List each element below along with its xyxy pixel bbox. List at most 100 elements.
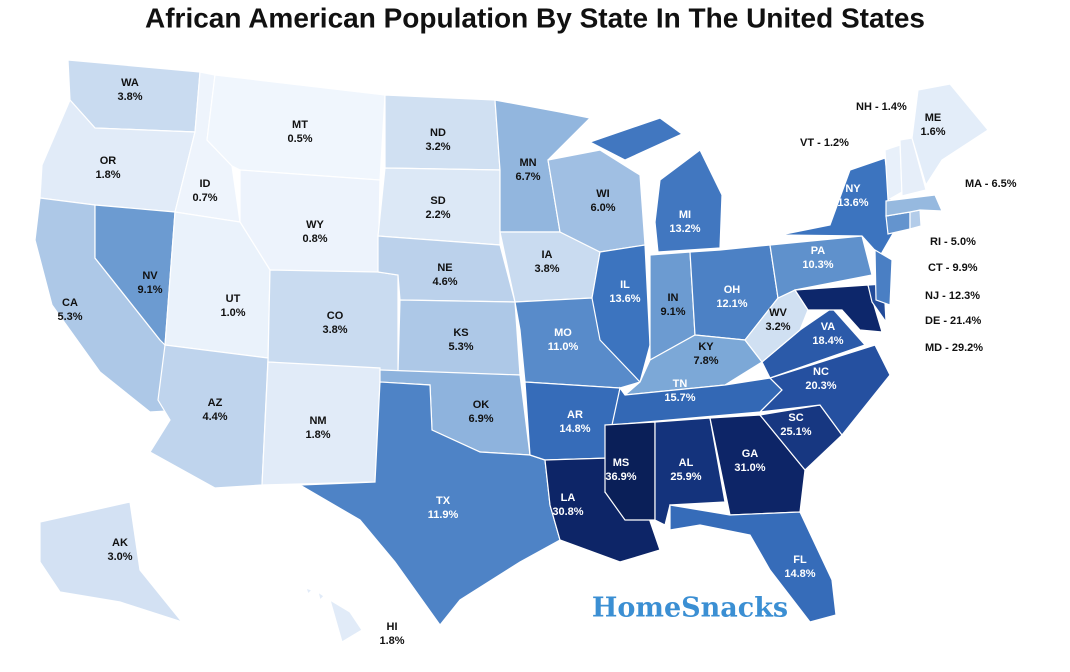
state-value-label: 2.2% (425, 209, 450, 221)
state-abbr: AR (567, 409, 583, 421)
state-shape (267, 269, 399, 373)
state-value-label: 10.3% (802, 259, 833, 271)
state-abbr: SC (788, 412, 803, 424)
state-value-label: 25.1% (780, 426, 811, 438)
state-callout-label: NH - 1.4% (856, 101, 907, 113)
callout-line (884, 320, 922, 342)
state-shape (758, 344, 891, 436)
state-callout-label: DE - 21.4% (925, 315, 981, 327)
state-abbr: NY (845, 183, 861, 195)
state-value-label: 1.6% (920, 126, 945, 138)
state-abbr: MI (679, 209, 691, 221)
state-value-label: 30.8% (552, 506, 583, 518)
state-abbr: ID (200, 178, 211, 190)
state-shape (909, 209, 922, 230)
state-shape (588, 117, 723, 253)
state-callout-label: MA - 6.5% (965, 178, 1017, 190)
state-abbr: WA (121, 77, 139, 89)
state-value-label: 3.2% (425, 141, 450, 153)
state-shape (669, 504, 837, 623)
state-abbr: GA (742, 448, 759, 460)
state-callout-label: RI - 5.0% (930, 236, 976, 248)
state-abbr: MT (292, 119, 308, 131)
state-value-label: 11.0% (548, 341, 579, 353)
state-abbr: UT (226, 293, 241, 305)
state-value-label: 20.3% (805, 380, 836, 392)
state-value-label: 1.8% (379, 635, 404, 647)
state-abbr: FL (793, 554, 807, 566)
state-abbr: IA (542, 249, 553, 261)
state-abbr: NM (309, 415, 326, 427)
state-value-label: 3.8% (322, 324, 347, 336)
callout-line (886, 305, 922, 320)
state-callout-label: NJ - 12.3% (925, 290, 980, 302)
state-value-label: 36.9% (605, 471, 636, 483)
state-abbr: WV (769, 307, 787, 319)
map-title: African American Population By State In … (145, 2, 925, 33)
state-shape (911, 83, 989, 187)
state-value-label: 6.9% (468, 413, 493, 425)
state-value-label: 7.8% (693, 355, 718, 367)
state-abbr: KS (453, 327, 468, 339)
state-value-label: 14.8% (784, 568, 815, 580)
state-value-label: 4.6% (432, 276, 457, 288)
state-abbr: KY (698, 341, 714, 353)
state-shape (709, 414, 806, 516)
state-value-label: 18.4% (812, 335, 843, 347)
state-value-label: 13.6% (609, 293, 640, 305)
state-abbr: OK (473, 399, 490, 411)
state-value-label: 13.6% (837, 197, 868, 209)
state-value-label: 14.8% (559, 423, 590, 435)
state-value-label: 4.4% (202, 411, 227, 423)
state-shape (94, 204, 176, 347)
state-shape (874, 248, 893, 306)
brand-logo: HomeSnacks (592, 593, 788, 624)
state-shape (623, 334, 763, 396)
state-abbr: LA (561, 492, 576, 504)
state-abbr: MN (519, 157, 536, 169)
state-value-label: 6.0% (590, 202, 615, 214)
state-abbr: MO (554, 327, 572, 339)
state-abbr: HI (387, 621, 398, 633)
state-value-label: 5.3% (57, 311, 82, 323)
state-abbr: NC (813, 366, 829, 378)
state-abbr: OH (724, 284, 741, 296)
state-value-label: 1.0% (220, 307, 245, 319)
state-abbr: TN (673, 378, 688, 390)
state-value-label: 13.2% (669, 223, 700, 235)
state-shape (769, 235, 873, 299)
state-abbr: NV (142, 270, 158, 282)
state-value-label: 0.5% (287, 133, 312, 145)
state-abbr: WY (306, 219, 324, 231)
state-abbr: ND (430, 127, 446, 139)
state-abbr: CA (62, 297, 78, 309)
state-callout-label: MD - 29.2% (925, 342, 983, 354)
state-value-label: 0.7% (192, 192, 217, 204)
state-abbr: PA (811, 245, 826, 257)
state-abbr: ME (925, 112, 942, 124)
state-shape (305, 587, 363, 643)
state-callout-label: VT - 1.2% (800, 137, 849, 149)
state-callout-label: CT - 9.9% (928, 262, 978, 274)
state-value-label: 1.8% (305, 429, 330, 441)
state-value-label: 6.7% (515, 171, 540, 183)
state-abbr: WI (596, 188, 609, 200)
state-value-label: 15.7% (664, 392, 695, 404)
state-value-label: 11.9% (428, 509, 459, 521)
state-abbr: SD (430, 195, 445, 207)
state-abbr: NE (437, 262, 452, 274)
state-value-label: 0.8% (302, 233, 327, 245)
state-shape (884, 144, 903, 202)
state-abbr: VA (821, 321, 836, 333)
state-value-label: 12.1% (716, 298, 747, 310)
state-value-label: 3.2% (765, 321, 790, 333)
state-abbr: IL (620, 279, 630, 291)
state-shape (885, 194, 943, 217)
state-shape (39, 501, 184, 624)
callout-line (891, 285, 922, 296)
state-value-label: 9.1% (660, 306, 685, 318)
state-shape (899, 137, 927, 197)
state-value-label: 9.1% (137, 284, 162, 296)
state-abbr: AL (679, 457, 694, 469)
